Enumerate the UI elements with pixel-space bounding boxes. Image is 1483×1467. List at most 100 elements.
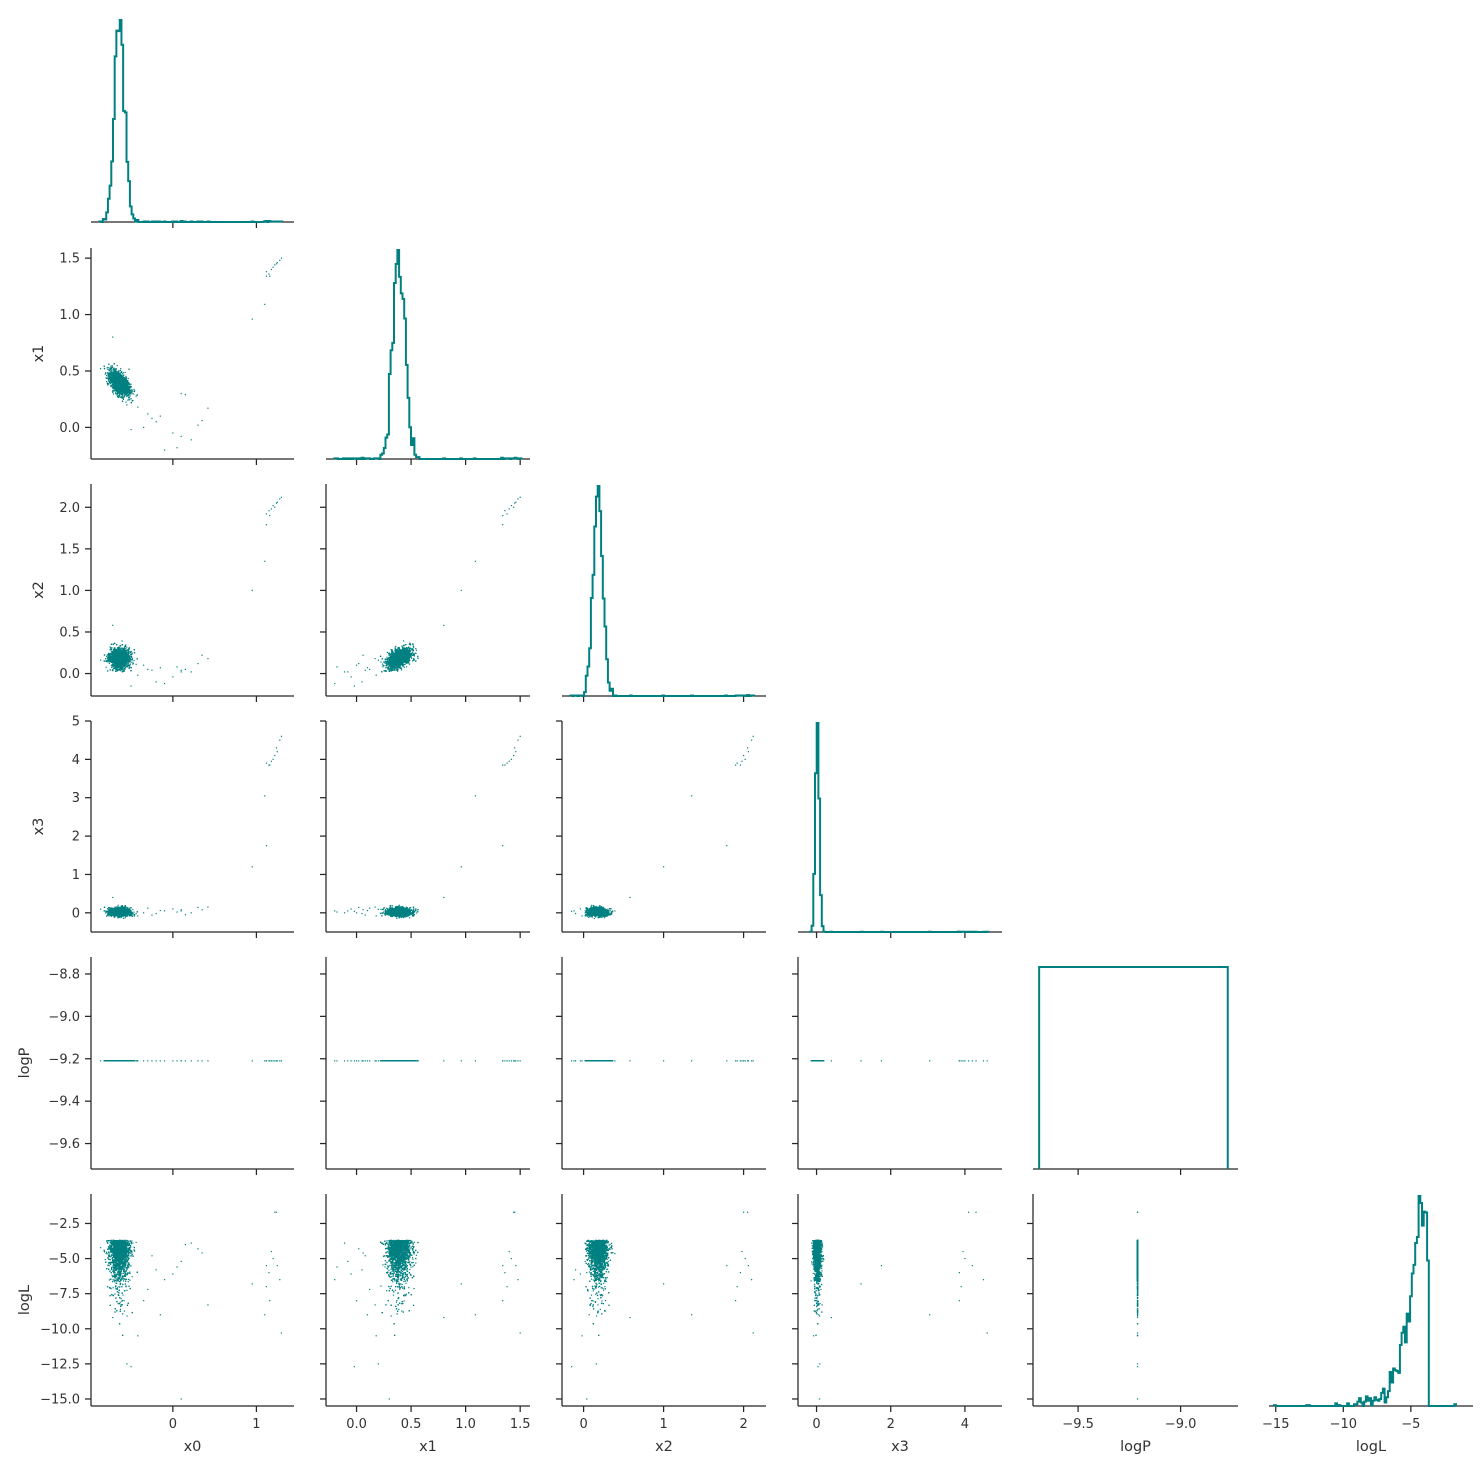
scatter-point <box>119 388 120 389</box>
scatter-point <box>120 381 121 382</box>
scatter-point <box>127 391 128 392</box>
scatter-point <box>110 374 111 375</box>
scatter-point <box>117 393 118 394</box>
scatter-point <box>143 427 144 428</box>
scatter-point <box>119 377 120 378</box>
scatter-point <box>110 369 111 370</box>
scatter-point <box>109 382 110 383</box>
scatter-point <box>112 365 113 366</box>
y-tick-label: 0.5 <box>59 625 80 640</box>
scatter-point <box>117 392 118 393</box>
scatter-point <box>104 366 105 367</box>
scatter-point <box>271 269 272 270</box>
scatter-point <box>126 379 127 380</box>
scatter-point <box>110 383 111 384</box>
scatter-point <box>276 263 277 264</box>
scatter-point <box>113 369 114 370</box>
scatter-point <box>122 387 123 388</box>
scatter-point <box>127 389 128 390</box>
scatter-point <box>181 393 182 394</box>
scatter-point <box>118 397 119 398</box>
scatter-point <box>113 371 114 372</box>
scatter-point <box>128 369 129 370</box>
scatter-point <box>129 399 130 400</box>
scatter-point <box>176 447 177 448</box>
scatter-point <box>121 371 122 372</box>
scatter-point <box>120 370 121 371</box>
scatter-point <box>125 381 126 382</box>
scatter-point <box>107 367 108 368</box>
scatter-point <box>121 396 122 397</box>
scatter-point <box>119 393 120 394</box>
scatter-point <box>113 368 114 369</box>
scatter-point <box>125 372 126 373</box>
scatter-point <box>111 382 112 383</box>
scatter-point <box>119 380 120 381</box>
scatter-point <box>207 408 208 409</box>
scatter-point <box>274 264 275 265</box>
scatter-point <box>111 367 112 368</box>
scatter-point <box>112 392 113 393</box>
scatter-point <box>107 383 108 384</box>
scatter-point <box>115 382 116 383</box>
scatter-point <box>131 386 132 387</box>
scatter-point <box>123 375 124 376</box>
scatter-point <box>122 379 123 380</box>
scatter-point <box>124 388 125 389</box>
y-tick-label: 1.5 <box>59 542 80 557</box>
scatter-point <box>122 401 123 402</box>
histogram-x1 <box>335 250 522 459</box>
scatter-point <box>130 393 131 394</box>
scatter-point <box>123 396 124 397</box>
scatter-point <box>116 380 117 381</box>
scatter-point <box>121 389 122 390</box>
scatter-point <box>128 392 129 393</box>
scatter-point <box>117 380 118 381</box>
scatter-point <box>106 375 107 376</box>
scatter-point <box>106 667 107 668</box>
scatter-point <box>137 394 138 395</box>
hist-panel-x0 <box>91 20 294 228</box>
scatter-point <box>252 318 253 319</box>
scatter-point <box>116 376 117 377</box>
scatter-point <box>108 379 109 380</box>
y-tick-label: 0.0 <box>59 667 80 682</box>
scatter-point <box>160 416 161 417</box>
scatter-point <box>137 406 138 407</box>
scatter-point <box>117 375 118 376</box>
scatter-point <box>185 394 186 395</box>
scatter-point <box>119 395 120 396</box>
scatter-point <box>106 381 107 382</box>
y-tick-label: 2.0 <box>59 501 80 516</box>
scatter-point <box>122 373 123 374</box>
scatter-point <box>164 449 165 450</box>
scatter-point <box>118 376 119 377</box>
scatter-point <box>123 399 124 400</box>
scatter-point <box>112 337 113 338</box>
hist-panel-x1 <box>326 250 530 465</box>
scatter-point <box>122 392 123 393</box>
scatter-point <box>110 380 111 381</box>
scatter-point <box>129 384 130 385</box>
scatter-point <box>264 304 265 305</box>
scatter-point <box>136 664 137 665</box>
scatter-point <box>111 374 112 375</box>
scatter-point <box>105 373 106 374</box>
scatter-point <box>120 368 121 369</box>
scatter-point <box>107 372 108 373</box>
scatter-point <box>127 384 128 385</box>
scatter-point <box>113 377 114 378</box>
scatter-point <box>126 395 127 396</box>
scatter-point <box>114 363 115 364</box>
scatter-point <box>112 379 113 380</box>
scatter-point <box>124 385 125 386</box>
y-tick-label: 1.0 <box>59 308 80 323</box>
scatter-point <box>115 392 116 393</box>
scatter-point <box>122 397 123 398</box>
scatter-point <box>119 373 120 374</box>
scatter-point <box>121 640 122 641</box>
scatter-point <box>117 394 118 395</box>
scatter-point <box>108 383 109 384</box>
scatter-point <box>109 370 110 371</box>
scatter-point <box>127 380 128 381</box>
